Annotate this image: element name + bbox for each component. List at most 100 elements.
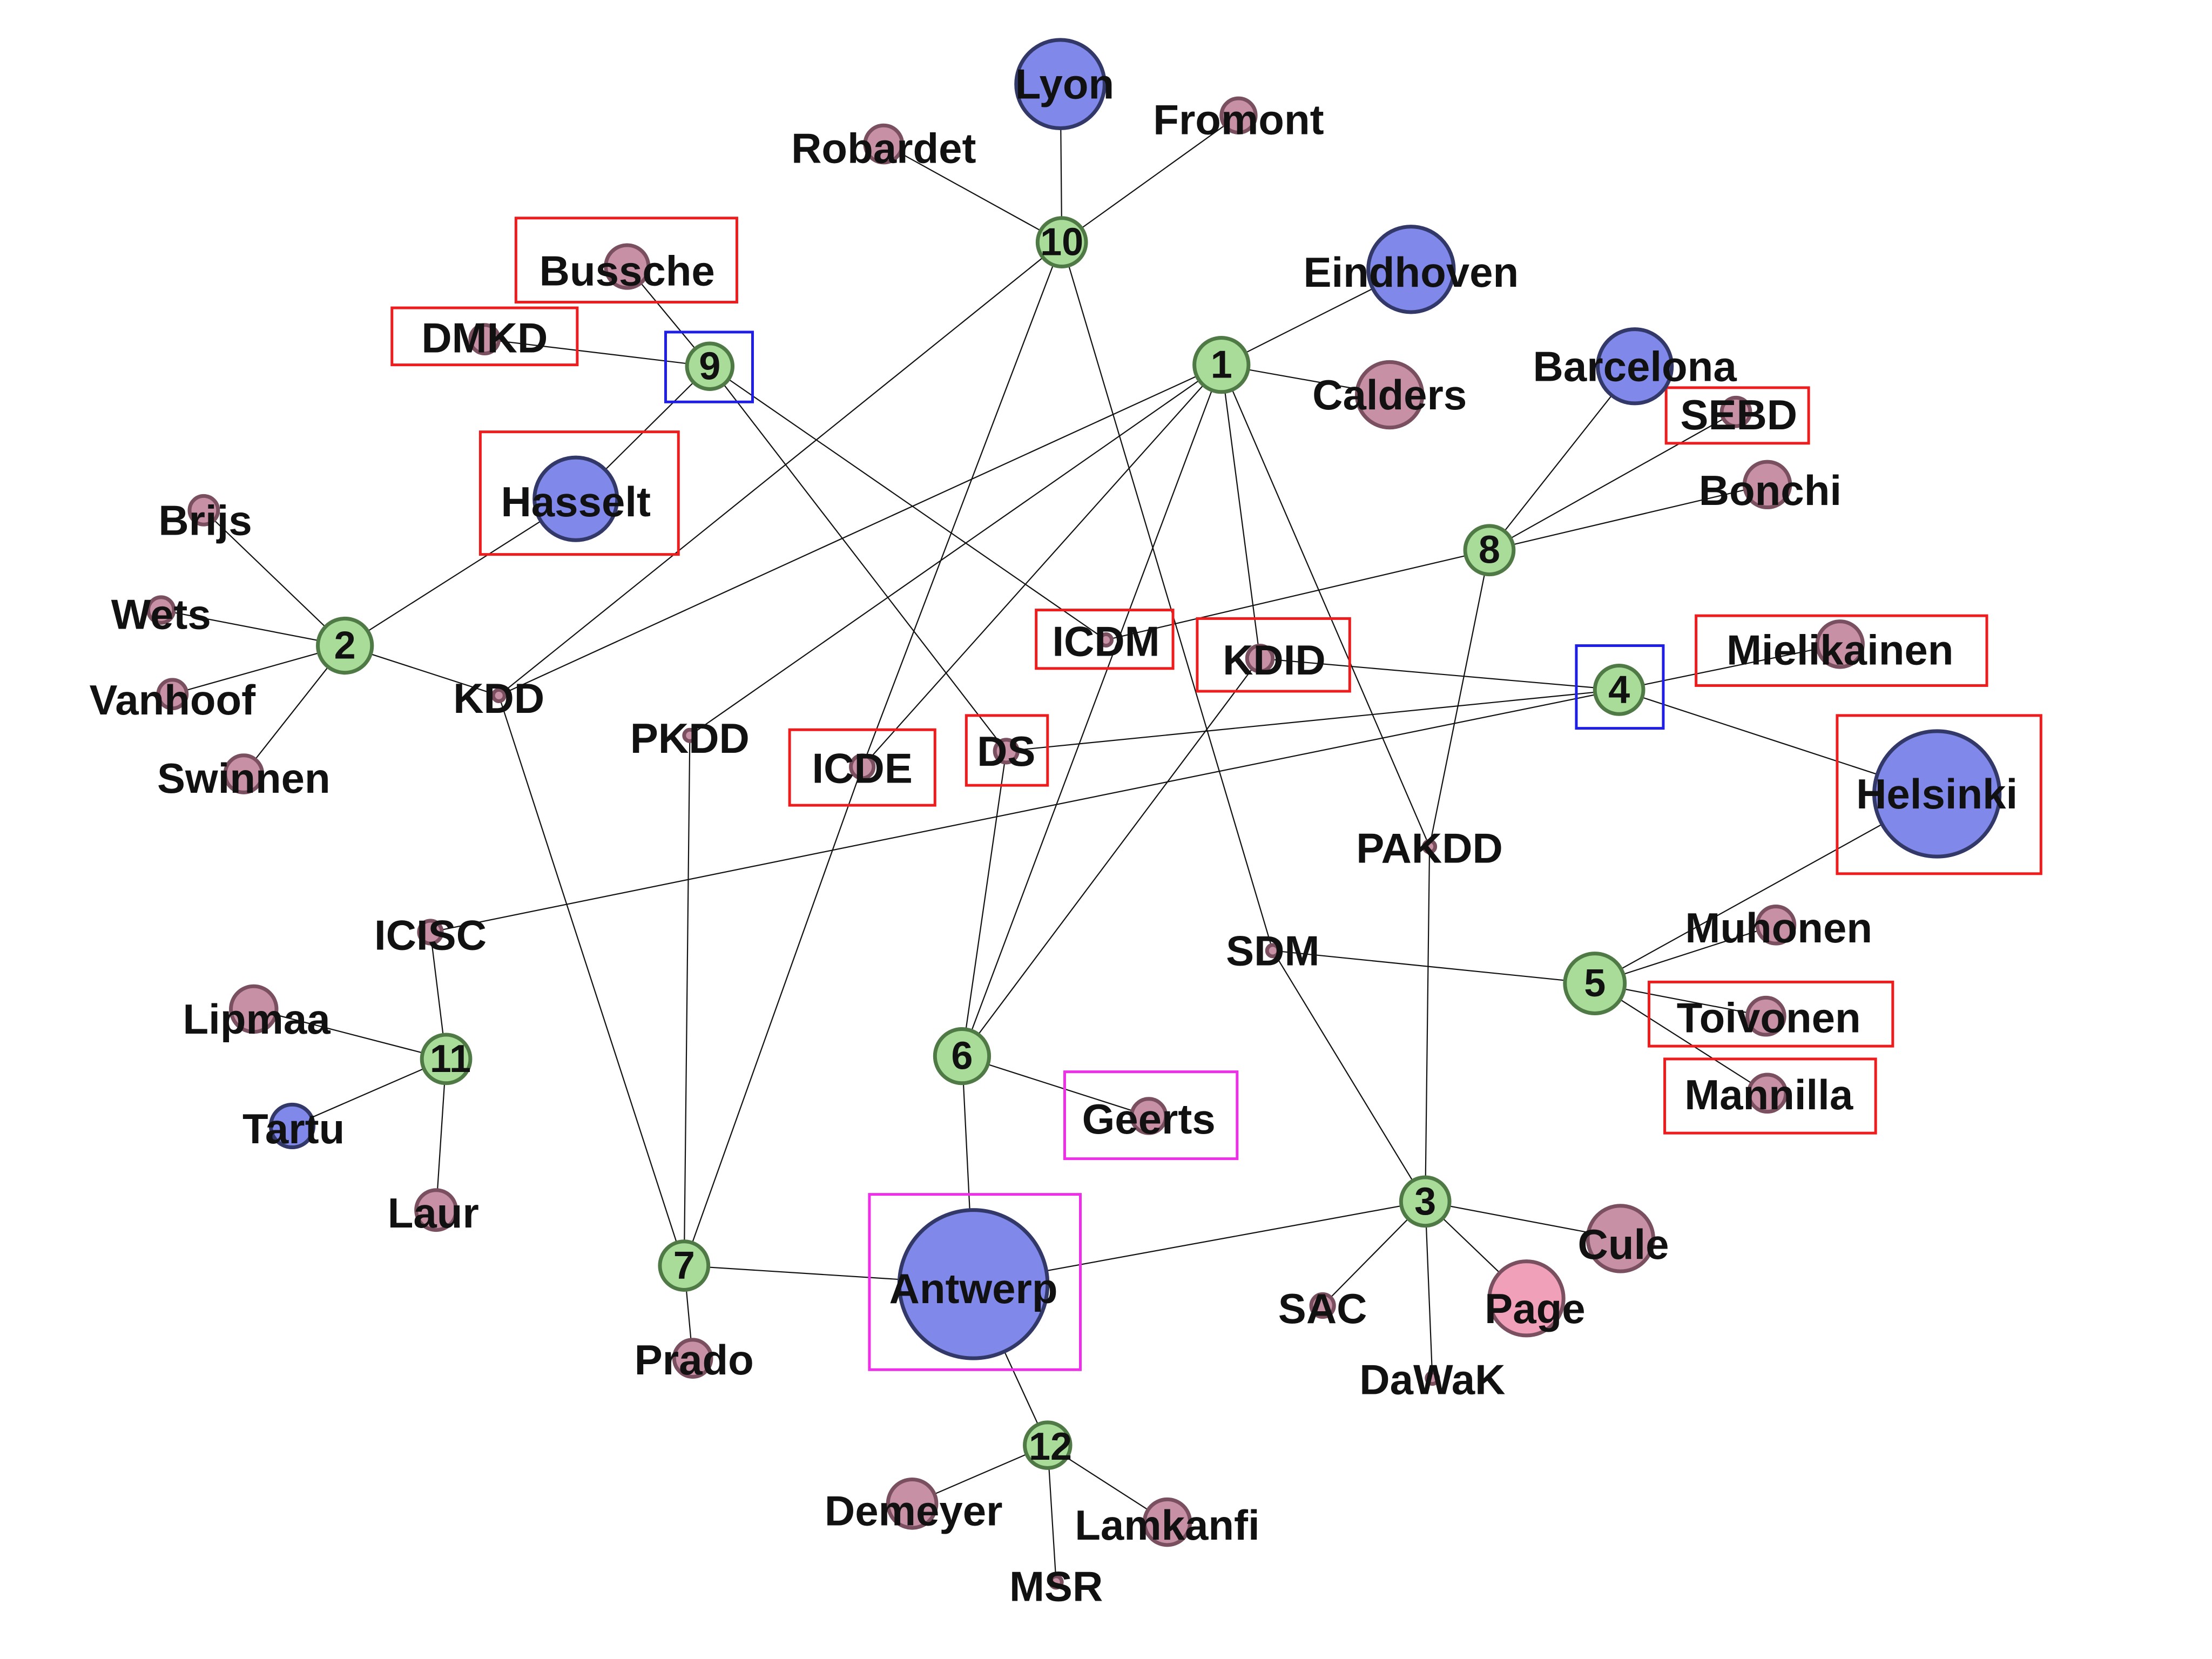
label-antwerp: Antwerp xyxy=(889,1265,1058,1312)
label-n9: 9 xyxy=(699,345,720,388)
node-kdid[interactable] xyxy=(1245,644,1275,673)
node-pkdd[interactable] xyxy=(682,727,698,743)
label-sac: SAC xyxy=(1278,1285,1367,1332)
node-hasselt[interactable] xyxy=(532,455,619,542)
highlight-box-sebd xyxy=(1664,386,1810,445)
node-page[interactable] xyxy=(1487,1259,1566,1338)
label-ds: DS xyxy=(977,727,1035,775)
node-muhonen[interactable] xyxy=(1755,905,1797,946)
node-demeyer[interactable] xyxy=(886,1477,939,1530)
node-lyon[interactable] xyxy=(1014,38,1107,131)
edge-n4-ds xyxy=(1006,689,1620,752)
node-sebd[interactable] xyxy=(1719,395,1752,428)
node-n9[interactable] xyxy=(685,341,735,391)
node-icde[interactable] xyxy=(849,753,876,780)
label-page: Page xyxy=(1485,1285,1585,1332)
label-lyon: Lyon xyxy=(1015,60,1114,108)
node-mielikainen[interactable] xyxy=(1815,619,1865,669)
edge-n11-tartu xyxy=(292,1058,447,1127)
node-n3[interactable] xyxy=(1399,1175,1452,1228)
node-laur[interactable] xyxy=(414,1188,458,1232)
node-kdd[interactable] xyxy=(491,687,507,703)
node-barcelona[interactable] xyxy=(1596,327,1674,406)
edge-n5-sdm xyxy=(1272,950,1595,984)
node-msr[interactable] xyxy=(1048,1574,1064,1590)
node-icisc[interactable] xyxy=(417,919,444,946)
label-n5: 5 xyxy=(1584,962,1606,1005)
edge-n8-pakdd xyxy=(1429,550,1491,847)
edge-n7-kdd xyxy=(498,695,685,1266)
node-helsinki[interactable] xyxy=(1872,729,2002,859)
node-bonchi[interactable] xyxy=(1742,460,1792,510)
node-n1[interactable] xyxy=(1192,335,1251,394)
node-sdm[interactable] xyxy=(1265,943,1280,959)
label-mannilla: Mannilla xyxy=(1684,1071,1853,1118)
node-prado[interactable] xyxy=(672,1338,713,1379)
node-lamkanfi[interactable] xyxy=(1142,1497,1192,1547)
edge-n1-pkdd xyxy=(689,364,1222,736)
node-n12[interactable] xyxy=(1023,1420,1073,1470)
node-calders[interactable] xyxy=(1354,360,1425,430)
label-icisc: ICISC xyxy=(374,911,487,959)
label-tartu: Tartu xyxy=(242,1105,345,1152)
label-bussche: Bussche xyxy=(539,247,715,294)
node-swinnen[interactable] xyxy=(223,753,265,794)
node-n6[interactable] xyxy=(933,1027,992,1085)
label-eindhoven: Eindhoven xyxy=(1303,248,1519,296)
edge-n8-icdm xyxy=(1105,549,1490,641)
edge-n6-ds xyxy=(961,751,1007,1056)
node-lipmaa[interactable] xyxy=(229,984,279,1034)
label-kdid: KDID xyxy=(1223,636,1326,684)
label-lipmaa: Lipmaa xyxy=(183,995,331,1043)
label-dmkd: DMKD xyxy=(421,314,548,361)
label-hasselt: Hasselt xyxy=(501,478,651,525)
highlight-box-dmkd xyxy=(390,306,579,367)
node-n5[interactable] xyxy=(1563,952,1627,1015)
node-vanhoof[interactable] xyxy=(156,678,189,711)
highlight-box-helsinki xyxy=(1836,714,2042,875)
label-laur: Laur xyxy=(388,1189,479,1237)
edge-n9-ds xyxy=(709,366,1007,752)
node-dmkd[interactable] xyxy=(468,323,501,356)
edge-n2-brijs xyxy=(203,510,346,646)
node-antwerp[interactable] xyxy=(897,1208,1050,1360)
label-lamkanfi: Lamkanfi xyxy=(1075,1501,1259,1549)
node-mannilla[interactable] xyxy=(1746,1073,1788,1114)
label-pakdd: PAKDD xyxy=(1356,824,1503,872)
node-fromont[interactable] xyxy=(1219,96,1258,134)
node-wets[interactable] xyxy=(146,595,176,625)
edge-n7-pkdd xyxy=(683,735,691,1266)
node-icdm[interactable] xyxy=(1098,632,1114,648)
node-n11[interactable] xyxy=(420,1033,473,1085)
node-robardet[interactable] xyxy=(863,123,905,165)
node-eindhoven[interactable] xyxy=(1366,225,1456,314)
node-n7[interactable] xyxy=(658,1239,711,1292)
node-pakdd[interactable] xyxy=(1422,839,1438,854)
node-cule[interactable] xyxy=(1586,1204,1655,1273)
node-n4[interactable] xyxy=(1593,663,1645,716)
node-brijs[interactable] xyxy=(187,494,220,527)
node-dawak[interactable] xyxy=(1425,1371,1440,1386)
label-calders: Calders xyxy=(1312,371,1467,419)
edge-n2-wets xyxy=(161,609,345,646)
node-ds[interactable] xyxy=(993,738,1020,765)
highlight-box-bussche xyxy=(514,217,738,304)
node-n8[interactable] xyxy=(1463,524,1516,577)
node-bussche[interactable] xyxy=(604,243,651,290)
label-dawak: DaWaK xyxy=(1359,1356,1505,1404)
node-toivonen[interactable] xyxy=(1745,995,1786,1037)
edge-n1-pakdd xyxy=(1220,365,1431,847)
node-n10[interactable] xyxy=(1035,216,1088,269)
highlight-box-geerts xyxy=(1063,1070,1239,1161)
edge-n10-fromont xyxy=(1061,114,1239,243)
node-n2[interactable] xyxy=(316,616,374,675)
edge-n3-dawak xyxy=(1425,1201,1433,1379)
node-geerts[interactable] xyxy=(1130,1097,1168,1135)
edge-n3-sdm xyxy=(1272,950,1426,1202)
node-sac[interactable] xyxy=(1309,1292,1336,1319)
node-tartu[interactable] xyxy=(268,1102,316,1150)
edge-n4-kdid xyxy=(1259,658,1620,691)
highlight-box-hasselt xyxy=(478,430,680,556)
edge-n1-n6 xyxy=(961,365,1222,1057)
highlight-box-icde xyxy=(788,728,936,807)
